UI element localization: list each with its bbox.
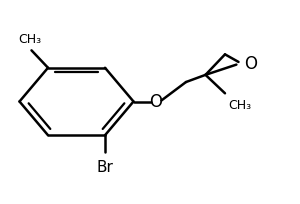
Text: CH₃: CH₃ (18, 33, 42, 46)
Text: O: O (244, 55, 257, 73)
Text: O: O (149, 93, 163, 111)
Text: Br: Br (97, 159, 113, 174)
Text: CH₃: CH₃ (228, 98, 251, 111)
